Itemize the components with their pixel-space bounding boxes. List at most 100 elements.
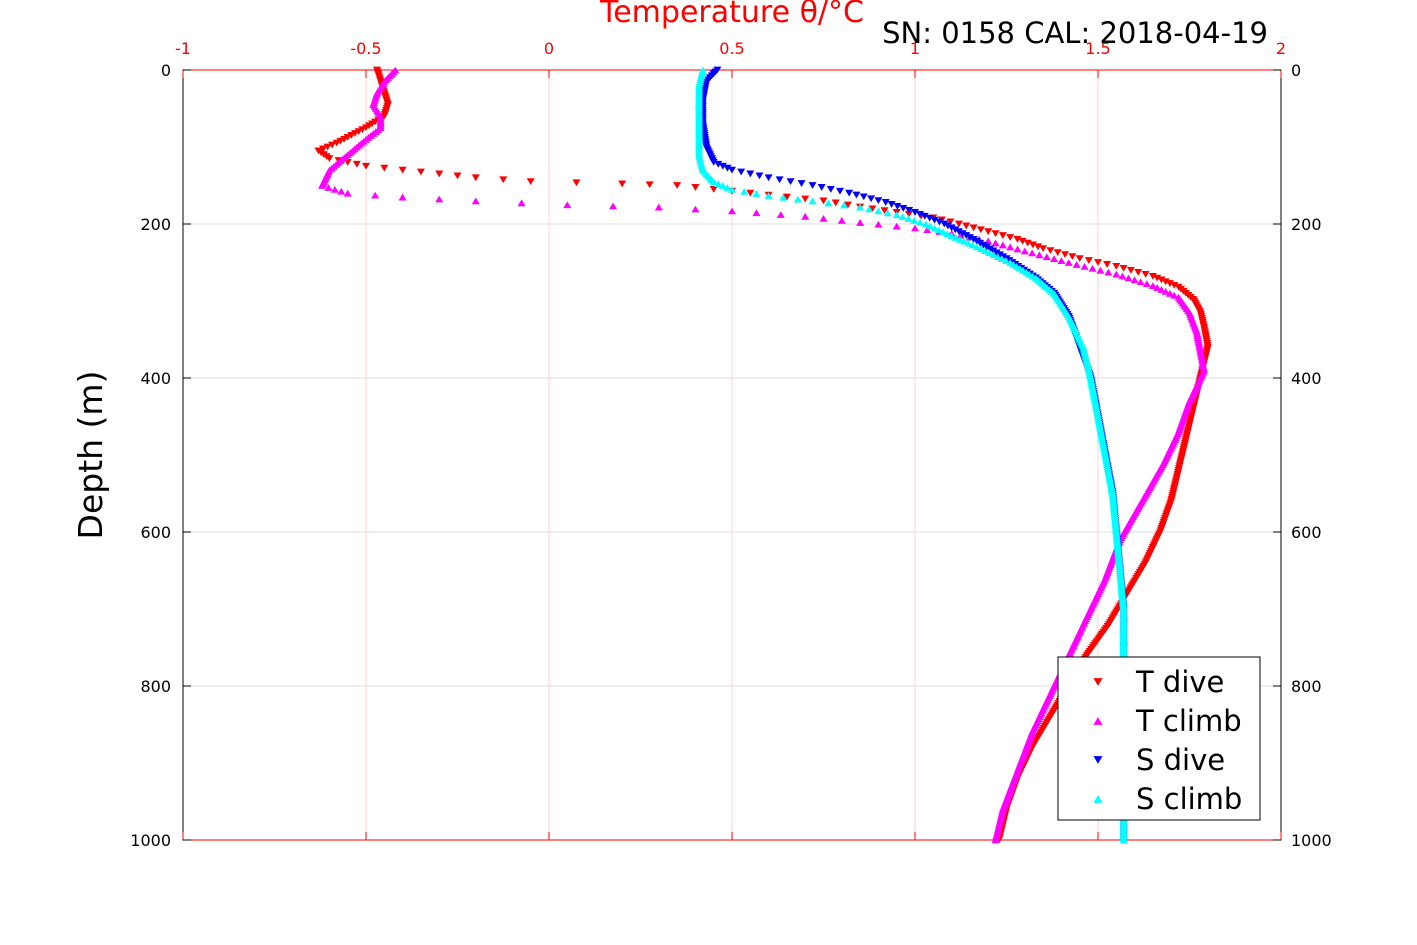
data-point [779, 193, 788, 201]
data-point [354, 128, 363, 135]
data-point [1136, 278, 1145, 286]
data-point [714, 160, 723, 168]
data-point [1068, 253, 1077, 261]
data-point [1072, 261, 1081, 268]
data-point [718, 162, 727, 170]
data-point [972, 237, 981, 245]
data-point [347, 132, 356, 139]
data-point [991, 230, 1000, 238]
y-tick-label-right: 400 [1291, 369, 1322, 388]
data-point [764, 192, 773, 199]
data-point [968, 241, 977, 249]
data-point [916, 218, 925, 226]
data-point [923, 226, 932, 234]
data-point [883, 209, 892, 217]
data-point [1170, 291, 1179, 299]
data-point [609, 202, 618, 210]
data-point [911, 224, 919, 232]
data-point [856, 219, 865, 226]
data-point [1050, 255, 1059, 263]
data-point [723, 184, 732, 191]
data-point [1148, 272, 1157, 280]
data-point [453, 172, 462, 180]
data-point [951, 226, 960, 234]
data-point [943, 230, 952, 238]
data-point [782, 193, 791, 201]
legend-marker [1093, 717, 1103, 725]
data-point [984, 228, 993, 236]
y-ticks: 0 0 200 200 400 400 600 600 800 800 1000 1000 [130, 61, 1331, 850]
data-point [398, 166, 407, 174]
data-point [991, 239, 1000, 247]
data-point [1094, 259, 1102, 266]
data-point [618, 180, 627, 188]
legend-label: S dive [1136, 743, 1225, 777]
x-ticks: -1 -0.5 0 0.5 1 1.5 2 [175, 39, 1286, 840]
x-tick-label: 0 [544, 39, 554, 58]
data-point [926, 222, 935, 230]
y-tick-label-left: 400 [140, 369, 171, 388]
data-point [709, 185, 718, 193]
data-point [868, 205, 877, 213]
legend-box [1057, 656, 1261, 821]
data-point [998, 232, 1007, 239]
data-point [943, 222, 952, 230]
data-point [956, 231, 965, 239]
data-point [920, 212, 929, 220]
data-point [1080, 262, 1089, 270]
data-point [1042, 253, 1051, 261]
data-point [981, 247, 990, 255]
y-tick-label-right: 800 [1291, 677, 1322, 696]
data-point [1035, 251, 1044, 259]
data-point [325, 155, 334, 162]
data-point [965, 234, 974, 241]
data-point [930, 216, 939, 224]
data-point [1126, 266, 1135, 274]
data-point [435, 170, 444, 178]
data-point [992, 249, 1001, 257]
x-tick-label: -1 [175, 39, 191, 58]
data-point [801, 212, 810, 220]
data-point [728, 166, 736, 174]
data-point [1157, 286, 1166, 293]
data-point [723, 164, 732, 172]
data-point [328, 141, 337, 149]
y-tick-label-right: 600 [1291, 523, 1322, 542]
data-point [471, 197, 480, 205]
data-point [962, 222, 971, 230]
data-point [982, 243, 991, 251]
data-point [1046, 247, 1055, 255]
data-point [1170, 281, 1179, 289]
data-point [1157, 276, 1166, 284]
data-point [843, 201, 852, 209]
data-point [691, 184, 700, 191]
x-tick-label: -0.5 [350, 39, 381, 58]
data-point [1141, 270, 1150, 278]
data-point [989, 247, 998, 255]
data-point [1096, 266, 1105, 274]
data-point [955, 235, 964, 243]
data-point [1013, 236, 1022, 243]
data-point [324, 184, 333, 191]
data-point [964, 239, 973, 247]
data-point [330, 185, 339, 193]
data-point [1028, 249, 1037, 257]
data-point [1013, 245, 1022, 253]
data-point [819, 214, 828, 222]
data-point [337, 187, 346, 195]
data-point [911, 209, 919, 216]
data-point [398, 193, 407, 201]
data-point [892, 211, 901, 219]
data-point [1084, 257, 1093, 264]
data-point [323, 143, 332, 151]
data-point [826, 185, 835, 193]
data-point [1142, 280, 1151, 288]
data-point [435, 195, 444, 203]
data-point [947, 232, 956, 239]
data-point [808, 182, 817, 189]
data-point [1020, 247, 1029, 255]
legend-marker [1093, 795, 1103, 803]
data-point [934, 226, 943, 234]
data-point [362, 124, 370, 132]
